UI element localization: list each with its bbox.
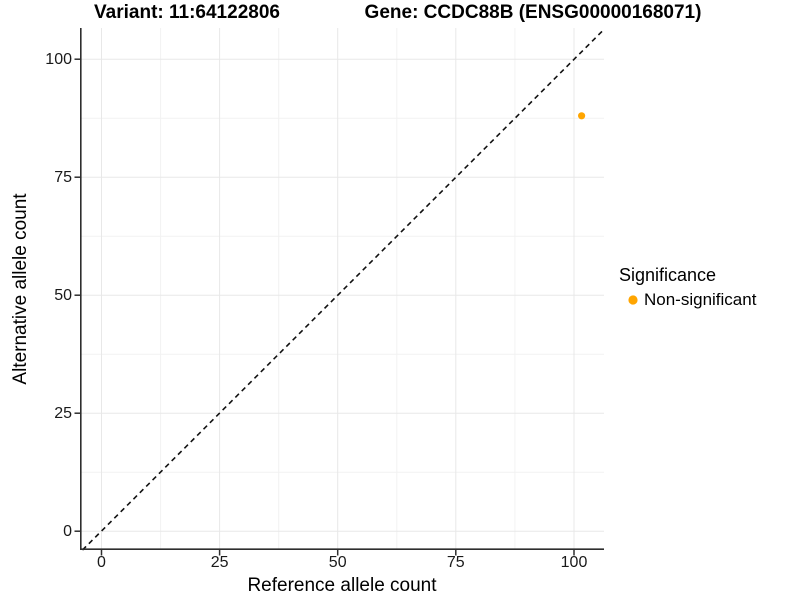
plot-panel <box>74 28 605 556</box>
x-tick-100: 100 <box>560 554 588 571</box>
grid-major <box>80 28 604 550</box>
y-tick-25: 25 <box>54 405 72 422</box>
plot-title-gene: Gene: CCDC88B (ENSG00000168071) <box>364 2 702 23</box>
legend-item-non-significant: Non-significant <box>619 290 756 310</box>
grid-minor <box>80 28 604 550</box>
legend-point-icon <box>628 295 638 305</box>
axis-lines <box>80 28 604 551</box>
y-axis-title: Alternative allele count <box>10 193 31 385</box>
tick-marks <box>74 58 575 556</box>
x-tick-75: 75 <box>446 554 465 571</box>
identity-dashed-line <box>81 28 605 551</box>
legend: Significance Non-significant <box>619 265 756 310</box>
legend-title: Significance <box>619 265 717 285</box>
plot-title-variant: Variant: 11:64122806 <box>94 2 280 23</box>
y-tick-0: 0 <box>63 523 72 540</box>
x-tick-25: 25 <box>210 554 229 571</box>
data-point <box>578 112 586 120</box>
x-axis-title: Reference allele count <box>247 575 437 596</box>
y-tick-100: 100 <box>45 51 72 68</box>
y-tick-75: 75 <box>54 169 72 186</box>
x-tick-50: 50 <box>328 554 347 571</box>
x-tick-0: 0 <box>97 554 106 571</box>
y-tick-50: 50 <box>54 287 72 304</box>
legend-item-label: Non-significant <box>644 290 757 309</box>
